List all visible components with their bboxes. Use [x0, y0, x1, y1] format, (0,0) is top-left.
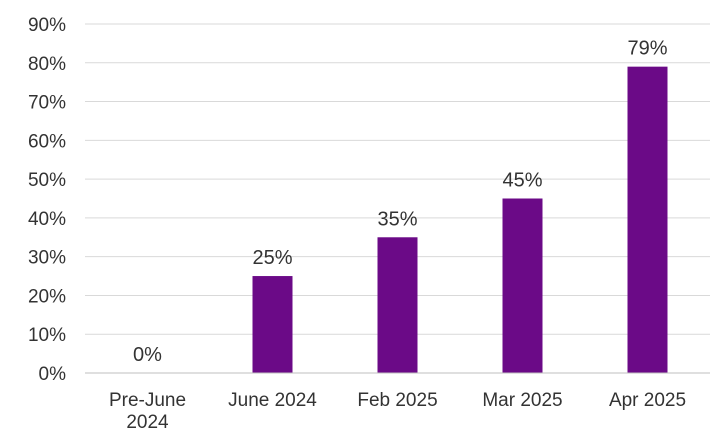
x-tick-label: Mar 2025 — [482, 390, 562, 411]
bar — [377, 237, 418, 373]
x-tick-label: Pre-June 2024 — [109, 390, 186, 433]
data-label: 79% — [627, 38, 667, 60]
gridlines — [85, 23, 710, 335]
data-label: 35% — [377, 208, 417, 230]
y-tick-label: 50% — [28, 170, 66, 191]
bars — [252, 66, 668, 374]
x-tick-label-line: 2024 — [126, 412, 169, 433]
x-tick-label-line: Feb 2025 — [357, 390, 437, 411]
bar — [502, 198, 543, 373]
y-tick-label: 60% — [28, 131, 66, 152]
bar — [627, 66, 668, 374]
y-tick-label: 10% — [28, 325, 66, 346]
x-tick-label-line: Pre-June — [109, 390, 186, 411]
labels: 0%10%20%30%40%50%60%70%80%90%0%Pre-June 2… — [28, 15, 686, 433]
x-tick-label-line: June 2024 — [228, 390, 317, 411]
y-tick-label: 90% — [28, 15, 66, 36]
y-tick-label: 80% — [28, 54, 66, 75]
data-label: 25% — [252, 247, 292, 269]
x-tick-label-line: Mar 2025 — [482, 390, 562, 411]
y-tick-label: 20% — [28, 286, 66, 307]
x-tick-label: Apr 2025 — [609, 390, 686, 411]
bar — [252, 276, 293, 373]
x-tick-label-line: Apr 2025 — [609, 390, 686, 411]
y-tick-label: 30% — [28, 248, 66, 269]
y-tick-label: 70% — [28, 93, 66, 114]
data-label: 0% — [133, 344, 162, 366]
x-tick-label: Feb 2025 — [357, 390, 437, 411]
data-label: 45% — [502, 170, 542, 192]
y-tick-label: 0% — [39, 364, 67, 385]
x-tick-label: June 2024 — [228, 390, 317, 411]
y-tick-label: 40% — [28, 209, 66, 230]
